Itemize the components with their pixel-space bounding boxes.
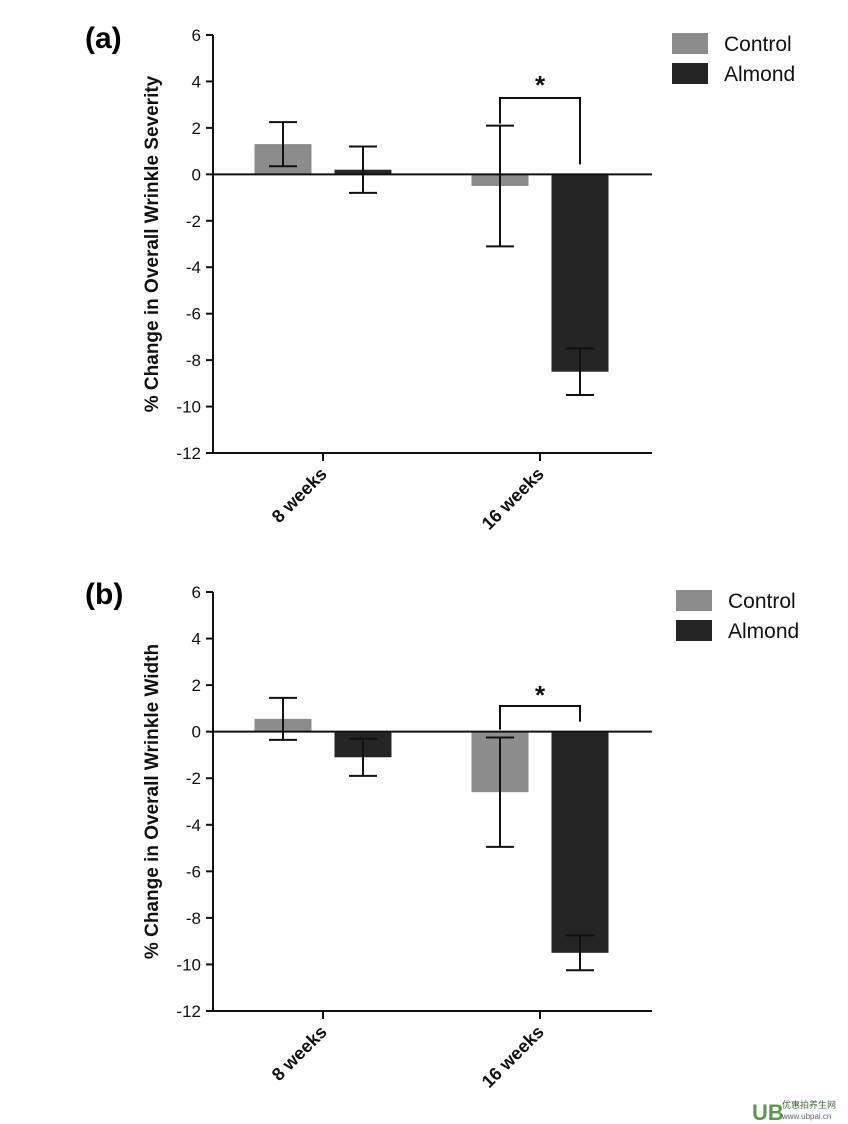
x-category-label: 8 weeks [268, 464, 331, 527]
y-axis-title: % Change in Overall Wrinkle Severity [142, 75, 163, 412]
y-tick-label: -12 [176, 1002, 201, 1021]
legend-swatch-almond [676, 620, 712, 641]
y-tick-label: 4 [192, 630, 201, 649]
bar-almond-1 [551, 174, 609, 372]
y-tick-label: 2 [192, 676, 201, 695]
watermark: UB 优惠拍养生网 www.ubpai.cn [752, 1099, 836, 1124]
y-tick-label: -10 [176, 398, 201, 417]
y-tick-label: -2 [186, 769, 201, 788]
y-tick-label: -4 [186, 258, 201, 277]
y-tick-label: -2 [186, 212, 201, 231]
y-axis-title: % Change in Overall Wrinkle Width [142, 644, 163, 959]
legend-label-almond: Almond [724, 63, 795, 86]
legend-label-almond: Almond [728, 620, 799, 643]
watermark-logo: UB [752, 1100, 784, 1124]
x-category-label: 16 weeks [478, 1022, 548, 1092]
panel-label: (a) [85, 22, 122, 55]
panel-b: (b) 6 4 2 0 -2 -4 -6 -8 -10 -12 8 weeks 16 weeks % Ch… [85, 578, 799, 1092]
y-tick-label: -6 [186, 305, 201, 324]
y-tick-label: 6 [192, 26, 201, 45]
y-tick-label: -8 [186, 909, 201, 928]
x-category-label: 16 weeks [478, 464, 548, 534]
y-tick-label: 6 [192, 583, 201, 602]
panel-a: (a) 6 4 2 0 -2 -4 -6 -8 -10 -12 8 weeks 16 weeks % Ch… [85, 22, 795, 534]
legend-label-control: Control [728, 590, 796, 613]
y-tick-label: 4 [192, 72, 201, 91]
y-tick-label: -10 [176, 955, 201, 974]
legend-swatch-almond [672, 63, 708, 84]
legend-swatch-control [676, 590, 712, 611]
bar-almond-1 [551, 731, 609, 953]
legend-label-control: Control [724, 33, 792, 56]
panel-label: (b) [85, 578, 123, 611]
y-tick-label: 2 [192, 119, 201, 138]
y-tick-label: -6 [186, 862, 201, 881]
y-tick-label: 0 [192, 165, 201, 184]
y-tick-label: -8 [186, 351, 201, 370]
y-tick-label: -12 [176, 444, 201, 463]
watermark-text: 优惠拍养生网 [782, 1099, 836, 1111]
y-tick-label: 0 [192, 723, 201, 742]
legend-swatch-control [672, 33, 708, 54]
significance-bracket [499, 97, 581, 165]
significance-bracket [499, 705, 581, 730]
significance-marker: * [535, 70, 546, 100]
x-category-label: 8 weeks [268, 1022, 331, 1085]
watermark-url: www.ubpai.cn [781, 1112, 831, 1121]
y-tick-label: -4 [186, 816, 201, 835]
significance-marker: * [535, 680, 546, 710]
